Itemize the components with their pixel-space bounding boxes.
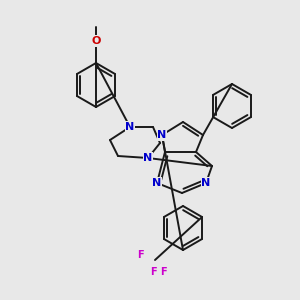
Text: N: N bbox=[125, 122, 135, 132]
Text: N: N bbox=[201, 178, 211, 188]
Text: N: N bbox=[152, 178, 162, 188]
Text: O: O bbox=[91, 36, 101, 46]
Text: F: F bbox=[150, 267, 156, 277]
Text: F: F bbox=[160, 267, 166, 277]
Text: N: N bbox=[143, 153, 153, 163]
Text: F: F bbox=[137, 250, 143, 260]
Text: N: N bbox=[158, 130, 166, 140]
